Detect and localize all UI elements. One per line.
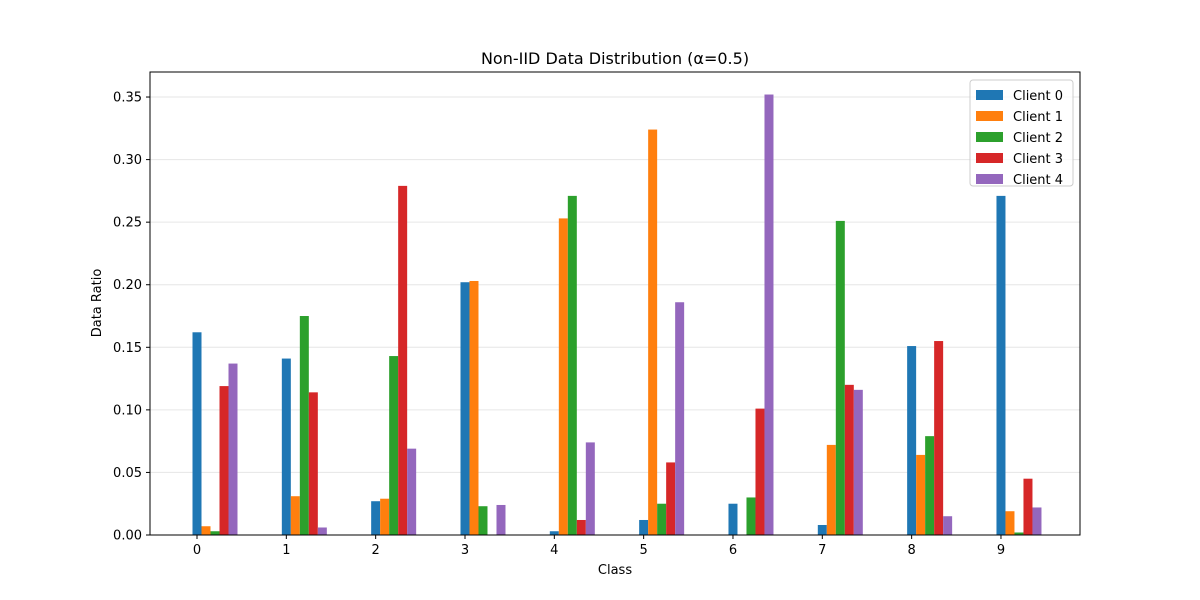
bar-client-0-class-8 <box>907 346 917 535</box>
bar-client-1-class-9 <box>1005 511 1015 535</box>
bar-client-4-class-8 <box>943 516 953 535</box>
bar-client-1-class-0 <box>201 526 211 535</box>
bar-client-1-class-5 <box>648 129 658 535</box>
legend-swatch <box>976 153 1003 163</box>
legend-swatch <box>976 132 1003 142</box>
bar-client-3-class-4 <box>576 519 586 535</box>
bar-client-3-class-2 <box>398 185 408 535</box>
bar-client-1-class-8 <box>916 454 926 535</box>
bar-client-2-class-7 <box>835 220 845 535</box>
x-tick-label: 4 <box>550 543 558 558</box>
bar-client-4-class-7 <box>853 389 863 535</box>
x-axis: 0 1 2 3 4 5 6 7 8 9 <box>193 535 1005 558</box>
legend-label: Client 1 <box>1013 110 1063 125</box>
bar-client-0-class-6 <box>728 503 738 535</box>
y-tick-label: 0.35 <box>113 91 142 106</box>
bar-client-2-class-4 <box>567 195 577 535</box>
bar-client-4-class-2 <box>407 448 417 535</box>
bar-client-0-class-7 <box>817 524 827 535</box>
y-tick-label: 0.15 <box>113 341 142 356</box>
x-axis-label: Class <box>598 563 632 578</box>
bar-client-1-class-4 <box>558 218 568 535</box>
x-tick-label: 2 <box>372 543 380 558</box>
bar-client-3-class-8 <box>934 341 944 535</box>
x-tick-label: 3 <box>461 543 469 558</box>
y-axis: 0.00 0.05 0.10 0.15 0.20 0.25 0.30 0.35 <box>113 91 150 544</box>
bar-client-0-class-2 <box>371 501 381 535</box>
x-tick-label: 6 <box>729 543 737 558</box>
x-tick-label: 7 <box>818 543 826 558</box>
legend-label: Client 3 <box>1013 152 1063 167</box>
y-tick-label: 0.00 <box>113 529 142 544</box>
bar-client-4-class-4 <box>585 442 595 535</box>
plot-frame <box>149 71 1081 536</box>
bar-client-3-class-1 <box>308 392 318 535</box>
bar-client-4-class-9 <box>1032 507 1042 535</box>
bar-client-0-class-1 <box>281 358 291 535</box>
bar-client-0-class-0 <box>192 332 202 535</box>
bars <box>192 94 1042 535</box>
legend-swatch <box>976 174 1003 184</box>
bar-client-4-class-0 <box>228 363 238 535</box>
bar-client-4-class-3 <box>496 504 506 535</box>
bar-client-2-class-0 <box>210 531 220 535</box>
bar-client-0-class-5 <box>639 519 649 535</box>
y-tick-label: 0.30 <box>113 153 142 168</box>
bar-client-2-class-2 <box>389 356 399 535</box>
bar-client-2-class-3 <box>478 506 488 535</box>
bar-client-2-class-8 <box>925 436 935 535</box>
legend-label: Client 4 <box>1013 173 1063 188</box>
bar-client-0-class-4 <box>549 531 559 535</box>
legend: Client 0 Client 1 Client 2 Client 3 Client 4 <box>969 79 1074 188</box>
bar-client-4-class-6 <box>764 94 774 535</box>
y-tick-label: 0.25 <box>113 216 142 231</box>
bar-client-0-class-9 <box>996 195 1006 535</box>
bar-client-3-class-9 <box>1023 478 1033 535</box>
bar-client-3-class-0 <box>219 386 229 535</box>
bar-client-3-class-6 <box>755 408 765 535</box>
bar-client-2-class-5 <box>657 503 667 535</box>
legend-swatch <box>976 90 1003 100</box>
bar-client-1-class-2 <box>380 498 390 535</box>
bar-client-3-class-7 <box>844 384 854 535</box>
x-tick-label: 1 <box>282 543 290 558</box>
x-tick-label: 5 <box>640 543 648 558</box>
chart-title: Non-IID Data Distribution (α=0.5) <box>481 49 749 68</box>
bar-client-2-class-1 <box>299 316 309 535</box>
x-tick-label: 9 <box>997 543 1005 558</box>
bar-client-0-class-3 <box>460 282 470 535</box>
bar-client-1-class-7 <box>826 444 836 535</box>
bar-client-4-class-5 <box>675 302 685 535</box>
x-tick-label: 8 <box>907 543 915 558</box>
legend-swatch <box>976 111 1003 121</box>
legend-label: Client 0 <box>1013 89 1063 104</box>
y-axis-label: Data Ratio <box>90 269 105 338</box>
x-tick-label: 0 <box>193 543 201 558</box>
y-tick-label: 0.20 <box>113 278 142 293</box>
bar-client-2-class-6 <box>746 497 756 535</box>
bar-client-4-class-1 <box>317 527 327 535</box>
legend-label: Client 2 <box>1013 131 1063 146</box>
y-tick-label: 0.10 <box>113 403 142 418</box>
y-tick-label: 0.05 <box>113 466 142 481</box>
bar-client-3-class-5 <box>666 462 676 535</box>
bar-client-1-class-1 <box>290 496 300 535</box>
bar-client-2-class-9 <box>1014 532 1024 535</box>
bar-client-1-class-3 <box>469 280 479 535</box>
